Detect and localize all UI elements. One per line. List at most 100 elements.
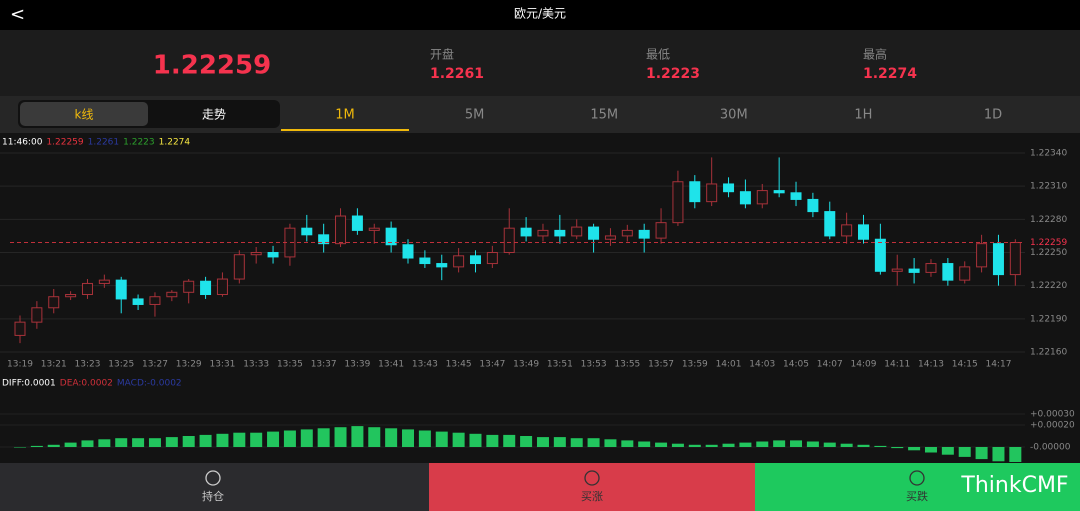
- watermark: ThinkCMF: [960, 473, 1068, 498]
- footer-button-label[interactable]: 买跌: [906, 489, 928, 503]
- macd-bar: [671, 443, 684, 447]
- x-tick-label: 13:29: [176, 360, 202, 370]
- x-tick-label: 13:47: [479, 360, 505, 370]
- x-tick-label: 13:27: [142, 360, 168, 370]
- candle-body: [992, 243, 1004, 276]
- candle-body: [419, 257, 431, 265]
- period-tab[interactable]: 15M: [590, 108, 618, 123]
- macd-bar: [975, 447, 988, 460]
- macd-bar: [14, 447, 26, 448]
- macd-bar: [182, 436, 195, 447]
- mode-active: [20, 102, 148, 126]
- macd-bar: [351, 426, 364, 447]
- macd-bar: [368, 427, 381, 447]
- candle-body: [571, 226, 583, 237]
- macd-bar: [941, 447, 954, 455]
- footer-button-label[interactable]: 买涨: [581, 490, 603, 503]
- x-tick-label: 14:05: [783, 360, 809, 370]
- macd-bar: [267, 431, 280, 447]
- period-tab[interactable]: 1D: [984, 108, 1002, 123]
- period-tab[interactable]: 5M: [465, 108, 485, 123]
- down-icon: [909, 470, 925, 486]
- macd-bar: [81, 440, 94, 447]
- candle-body: [925, 263, 937, 273]
- macd-bar: [1009, 447, 1022, 462]
- macd-bar: [604, 439, 617, 447]
- x-tick-label: 13:59: [682, 360, 708, 370]
- macd-bar: [132, 438, 145, 447]
- macd-bar: [486, 434, 499, 447]
- stat-value: 1.2261: [430, 66, 484, 82]
- macd-bar: [64, 442, 77, 447]
- macd-bar: [739, 442, 752, 447]
- footer-button-label[interactable]: 持仓: [202, 489, 224, 503]
- x-tick-label: 13:43: [412, 360, 438, 370]
- candle-body: [723, 183, 735, 193]
- candle-body: [908, 268, 920, 273]
- buy-up-button[interactable]: [429, 463, 755, 511]
- macd-bar: [334, 427, 347, 447]
- candle-body: [976, 243, 988, 268]
- macd-bar: [233, 432, 246, 447]
- current-price: 1.22259: [153, 51, 271, 81]
- quote-panel: [0, 30, 1080, 96]
- macd-bar: [503, 434, 516, 447]
- candle-body: [14, 321, 26, 336]
- mode-tab[interactable]: k线: [75, 108, 94, 122]
- candle-body: [874, 238, 886, 272]
- x-tick-label: 14:17: [985, 360, 1011, 370]
- candle-body: [183, 280, 195, 293]
- period-tab[interactable]: 30M: [720, 108, 748, 123]
- stat-label: 最高: [863, 47, 887, 62]
- macd-bar: [992, 447, 1005, 462]
- candle-body: [554, 229, 566, 237]
- candle-body: [621, 229, 633, 237]
- y-tick-label: 1.22310: [1030, 182, 1067, 192]
- candle-body: [149, 296, 161, 305]
- macd-bar: [283, 430, 296, 447]
- candle-body: [402, 244, 414, 259]
- hold-icon: [205, 470, 221, 486]
- candle-body: [200, 280, 212, 296]
- macd-bar: [536, 437, 549, 447]
- hold-button[interactable]: [0, 463, 429, 511]
- page-title: 欧元/美元: [514, 7, 566, 21]
- candle-body: [233, 254, 245, 280]
- macd-legend: MACD:-0.0002: [117, 379, 182, 389]
- x-tick-label: 14:09: [851, 360, 877, 370]
- period-tab[interactable]: 1M: [335, 108, 355, 123]
- candle-body: [486, 252, 498, 265]
- x-tick-label: 13:49: [513, 360, 539, 370]
- macd-bar: [874, 445, 887, 447]
- candle-body: [48, 296, 60, 309]
- period-tab[interactable]: 1H: [854, 108, 872, 123]
- candle-body: [469, 255, 481, 265]
- y-tick-label: 1.22160: [1030, 348, 1067, 358]
- macd-bar: [722, 443, 735, 447]
- x-tick-label: 13:51: [547, 360, 573, 370]
- up-icon: [584, 470, 600, 486]
- macd-bar: [621, 440, 634, 447]
- mode-tab[interactable]: 走势: [202, 108, 226, 122]
- macd-bar: [165, 437, 178, 447]
- back-button[interactable]: <: [10, 4, 25, 25]
- candle-body: [335, 215, 347, 245]
- candle-body: [604, 235, 616, 240]
- macd-bar: [756, 441, 769, 447]
- candle-body: [706, 183, 718, 203]
- x-tick-label: 13:57: [648, 360, 674, 370]
- x-tick-label: 14:13: [918, 360, 944, 370]
- legend-value: 1.2261: [88, 138, 120, 148]
- candle-body: [301, 227, 313, 236]
- macd-bar: [385, 428, 398, 447]
- stat-label: 开盘: [430, 47, 454, 62]
- macd-bar: [469, 433, 482, 447]
- x-tick-label: 14:15: [952, 360, 978, 370]
- y-tick-label: 1.22220: [1030, 281, 1067, 291]
- top-bar: [0, 0, 1080, 30]
- stat-value: 1.2223: [646, 66, 700, 82]
- candle-body: [756, 190, 768, 205]
- x-tick-label: 14:07: [817, 360, 843, 370]
- candle-body: [807, 198, 819, 213]
- macd-bar: [418, 430, 431, 447]
